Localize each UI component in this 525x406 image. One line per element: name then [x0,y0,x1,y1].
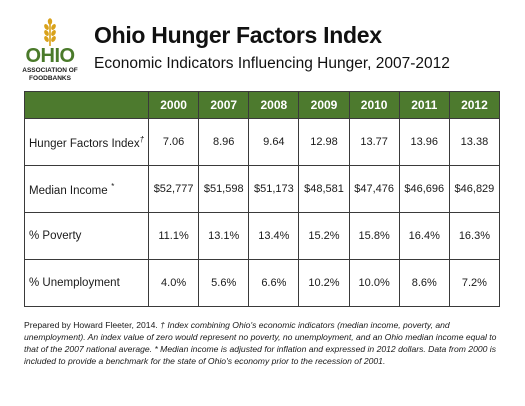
page-subtitle: Economic Indicators Influencing Hunger, … [94,55,450,72]
wheat-icon [44,18,56,46]
row-label: Hunger Factors Index† [24,118,149,166]
prepared-by-note: Prepared by Howard Fleeter, 2014. [24,320,158,330]
table-cell: 15.2% [298,212,350,260]
logo-wordmark: OHIO [25,45,75,67]
asterisk-mark: * [110,181,114,191]
table-cell: $51,598 [198,165,250,213]
row-label-text: Hunger Factors Index [29,137,140,150]
ohio-foodbanks-logo: OHIO ASSOCIATION OF FOODBANKS [16,18,84,90]
table-cell: 8.6% [398,259,450,307]
row-label: Median Income * [24,165,149,213]
table-cell: 6.6% [248,259,300,307]
table-cell: $51,173 [248,165,300,213]
table-cell: 13.4% [248,212,300,260]
column-header: 2007 [198,91,250,119]
row-label: % Poverty [24,212,149,260]
table-cell: 10.0% [348,259,400,307]
table-cell: 8.96 [198,118,250,166]
table-cell: 13.77 [348,118,400,166]
table-row: % Poverty 11.1% 13.1% 13.4% 15.2% 15.8% … [24,212,501,260]
table-cell: 16.4% [398,212,450,260]
table-row: % Unemployment 4.0% 5.6% 6.6% 10.2% 10.0… [24,259,501,307]
logo-subline-1: ASSOCIATION OF [22,67,78,74]
column-header: 2008 [248,91,300,119]
hunger-factors-table: 2000 2007 2008 2009 2010 2011 2012 Hunge… [24,91,501,307]
table-cell: $48,581 [298,165,350,213]
table-cell: 13.38 [448,118,501,166]
table-cell: 13.96 [398,118,450,166]
table-cell: 10.2% [298,259,350,307]
dagger-footnote: Index combining Ohio's economic indicato… [24,320,497,354]
table-cell: 11.1% [147,212,200,260]
table-cell: 7.06 [147,118,200,166]
table-cell: $46,829 [448,165,501,213]
logo-subtitle: ASSOCIATION OF FOODBANKS [16,67,84,83]
row-label: % Unemployment [24,259,149,307]
table-cell: 13.1% [198,212,250,260]
column-header: 2009 [298,91,350,119]
logo-subline-2: FOODBANKS [29,75,71,82]
dagger-mark: † [139,134,145,144]
table-cell: 7.2% [448,259,501,307]
table-cell: $47,476 [348,165,400,213]
table-cell: 4.0% [147,259,200,307]
table-cell: $52,777 [147,165,200,213]
table-cell: 12.98 [298,118,350,166]
asterisk-footnote: * Median income is adjusted for inflatio… [24,344,497,366]
header-corner-cell [24,91,149,119]
table-cell: 16.3% [448,212,501,260]
table-cell: 9.64 [248,118,300,166]
row-label-text: Median Income [29,184,108,197]
table-header-row: 2000 2007 2008 2009 2010 2011 2012 [24,91,501,119]
page-title: Ohio Hunger Factors Index [94,22,382,48]
column-header: 2000 [147,91,200,119]
table-row: Hunger Factors Index† 7.06 8.96 9.64 12.… [24,118,501,166]
table-row: Median Income * $52,777 $51,598 $51,173 … [24,165,501,213]
column-header: 2010 [348,91,400,119]
column-header: 2011 [398,91,450,119]
dagger-symbol: † [160,320,165,330]
table-cell: 5.6% [198,259,250,307]
table-cell: $46,696 [398,165,450,213]
table-cell: 15.8% [348,212,400,260]
footnotes: Prepared by Howard Fleeter, 2014. † Inde… [24,319,508,367]
column-header: 2012 [448,91,501,119]
